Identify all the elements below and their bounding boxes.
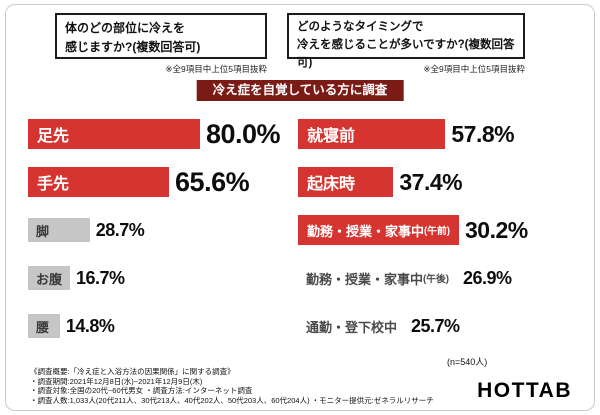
bar-value: 57.8% [451, 120, 515, 147]
bar-value: 80.0% [206, 118, 281, 149]
bar-value: 28.7% [95, 219, 145, 240]
chart-row: 起床時 37.4% [298, 158, 590, 206]
left-question-line1: 体のどの部位に冷えを [65, 21, 186, 35]
survey-line-4: ・調査人数:1,033人(20代211人、30代213人、40代202人、50代… [30, 395, 434, 405]
bar-label: 足先 [37, 128, 70, 145]
bar: 就寝前 [298, 119, 446, 149]
bar: 勤務・授業・家事中 (午前) [298, 215, 460, 245]
bar: 手先 [28, 167, 170, 197]
chart-row: 腰 14.8% [28, 302, 290, 350]
chart-row: 就寝前 57.8% [298, 110, 590, 158]
left-question-box: 体のどの部位に冷えを 感じますか?(複数回答可) [55, 13, 267, 59]
bar: 足先 [28, 119, 200, 149]
right-question-line2: 冷えを感じることが多いですか?(複数回答可) [297, 38, 515, 69]
bar-label-suffix: (午前) [424, 226, 451, 237]
bar-label-suffix: (午後) [423, 274, 450, 285]
bar-label: 脚 [36, 223, 50, 239]
left-note: ※全9項目中上位5項目抜粋 [165, 64, 267, 74]
bar-label: 勤務・授業・家事中 [306, 271, 424, 287]
bar: 腰 [28, 314, 60, 338]
bar: 通勤・登下校中 [298, 314, 405, 338]
card-border [5, 4, 595, 411]
bar-label: 起床時 [307, 176, 356, 193]
bar-value: 14.8% [65, 315, 115, 336]
hottab-logo: HOTTAB [477, 379, 572, 402]
survey-line-1: 《調査概要:「冷え症と入浴方法の因果関係」に関する調査》 [30, 367, 235, 376]
bar-label: 勤務・授業・家事中 [307, 223, 425, 239]
chart-row: 勤務・授業・家事中 (午前) 30.2% [298, 206, 590, 254]
right-question-line1: どのようなタイミングで [297, 21, 424, 33]
survey-target-banner: 冷え症を自覚している方に調査 [196, 80, 404, 101]
bar-value: 26.9% [463, 267, 512, 288]
chart-row: お腹 16.7% [28, 254, 290, 302]
bar: 脚 [28, 218, 90, 242]
bar-value: 30.2% [465, 216, 528, 243]
survey-line-3: ・調査対象:全国の20代~60代男女 ・調査方法:インターネット調査 [30, 386, 253, 395]
right-question-box: どのようなタイミングで 冷えを感じることが多いですか?(複数回答可) [287, 13, 525, 69]
left-chart: 足先 80.0% 手先 65.6% 脚 28.7% お腹 16.7% 腰 [28, 110, 290, 350]
survey-overview: 《調査概要:「冷え症と入浴方法の因果関係」に関する調査》 ・調査期間:2021年… [30, 367, 470, 405]
left-question-line2: 感じますか?(複数回答可) [65, 39, 201, 54]
chart-row: 足先 80.0% [28, 110, 290, 158]
right-note: ※全9項目中上位5項目抜粋 [423, 64, 525, 74]
chart-row: 勤務・授業・家事中 (午後) 26.9% [298, 254, 590, 302]
bar-label: 腰 [36, 319, 50, 335]
bar-label: お腹 [36, 271, 63, 287]
bar-label: 手先 [37, 176, 70, 193]
bar: お腹 [28, 266, 71, 290]
bar-value: 37.4% [399, 168, 463, 195]
bar-value: 25.7% [411, 315, 460, 336]
survey-line-2: ・調査期間:2021年12月8日(水)~2021年12月9日(木) [30, 376, 203, 386]
chart-row: 通勤・登下校中 25.7% [298, 302, 590, 350]
bar-label: 通勤・登下校中 [306, 319, 398, 335]
sample-size-note: (n=540人) [447, 357, 488, 367]
right-chart: 就寝前 57.8% 起床時 37.4% 勤務・授業・家事中 (午前) 30.2% … [298, 110, 590, 350]
bar-label: 就寝前 [307, 128, 356, 145]
bar-value: 16.7% [76, 267, 125, 288]
chart-row: 手先 65.6% [28, 158, 290, 206]
chart-row: 脚 28.7% [28, 206, 290, 254]
bar: 起床時 [298, 167, 394, 197]
bar: 勤務・授業・家事中 (午後) [298, 266, 457, 290]
bar-value: 65.6% [175, 166, 250, 197]
